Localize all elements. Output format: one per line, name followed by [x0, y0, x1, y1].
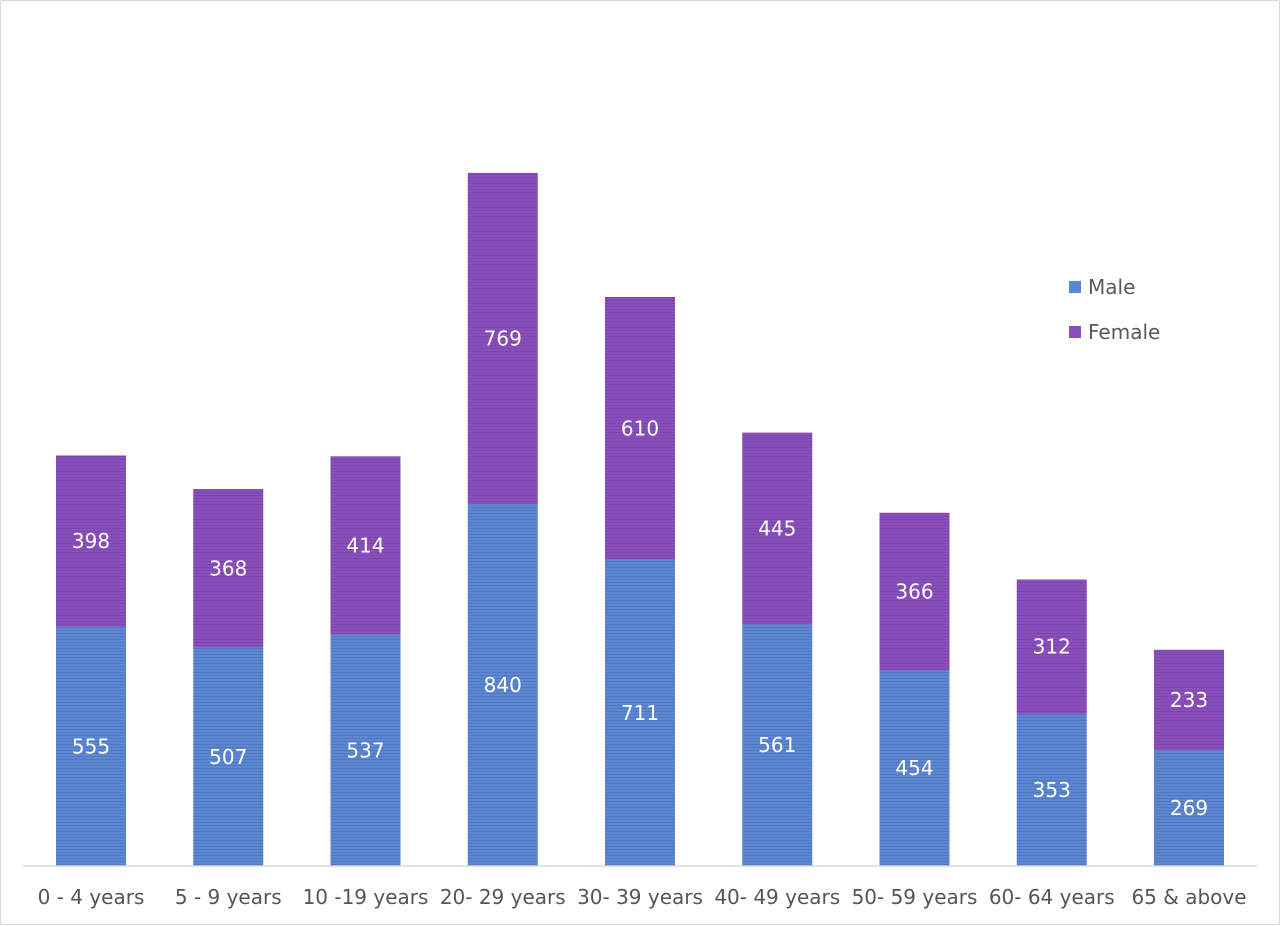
- bars-layer: 555 398 507 368 537 414 840 769 711 610 561 445 454 3…: [56, 172, 1224, 866]
- bar-texture: [1016, 713, 1087, 866]
- bar-texture: [879, 512, 950, 671]
- x-tick-label: 60- 64 years: [989, 885, 1115, 909]
- bar-texture: [330, 634, 401, 866]
- data-label-male-5: 561: [758, 733, 796, 757]
- bar-texture: [1154, 649, 1224, 751]
- data-label-male-3: 840: [484, 673, 522, 697]
- x-tick-label: 30- 39 years: [577, 885, 703, 909]
- x-tick-label: 50- 59 years: [852, 885, 978, 909]
- legend-label-male: Male: [1088, 275, 1135, 299]
- legend: Male Female: [1069, 275, 1160, 344]
- data-label-female-7: 312: [1033, 635, 1071, 659]
- data-label-female-5: 445: [758, 516, 796, 540]
- bar-texture: [879, 670, 950, 866]
- bar-texture: [605, 559, 675, 866]
- bar-texture: [742, 624, 813, 866]
- data-label-female-3: 769: [484, 327, 522, 351]
- x-tick-label: 5 - 9 years: [175, 885, 282, 909]
- bar-texture: [330, 456, 401, 635]
- legend-label-female: Female: [1088, 320, 1160, 344]
- legend-swatch-female: [1069, 326, 1081, 338]
- data-label-female-0: 398: [72, 529, 110, 553]
- data-label-male-7: 353: [1033, 778, 1071, 802]
- legend-swatch-male: [1069, 281, 1081, 293]
- bar-texture: [742, 432, 813, 625]
- data-label-male-0: 555: [72, 734, 110, 758]
- data-label-male-1: 507: [209, 745, 247, 769]
- x-tick-label: 40- 49 years: [714, 885, 840, 909]
- bar-texture: [1016, 579, 1087, 714]
- data-label-male-2: 537: [346, 738, 384, 762]
- bar-texture: [467, 504, 538, 866]
- data-label-male-6: 454: [895, 756, 933, 780]
- data-label-female-4: 610: [621, 416, 659, 440]
- bar-texture: [1154, 750, 1224, 866]
- bar-texture: [605, 296, 675, 560]
- data-label-male-4: 711: [621, 701, 659, 725]
- data-label-female-6: 366: [895, 580, 933, 604]
- x-tick-label: 0 - 4 years: [38, 885, 145, 909]
- x-tick-label: 20- 29 years: [440, 885, 566, 909]
- x-tick-labels: 0 - 4 years 5 - 9 years 10 -19 years 20- 29…: [38, 885, 1247, 909]
- bar-texture: [56, 455, 126, 627]
- data-label-female-2: 414: [346, 534, 384, 558]
- data-label-male-8: 269: [1170, 796, 1208, 820]
- data-label-female-1: 368: [209, 556, 247, 580]
- data-label-female-8: 233: [1170, 688, 1208, 712]
- bar-texture: [193, 489, 264, 648]
- bar-texture: [56, 626, 126, 866]
- bar-texture: [467, 172, 538, 505]
- bar-texture: [193, 647, 264, 866]
- x-tick-label: 10 -19 years: [303, 885, 429, 909]
- x-tick-label: 65 & above: [1131, 885, 1246, 909]
